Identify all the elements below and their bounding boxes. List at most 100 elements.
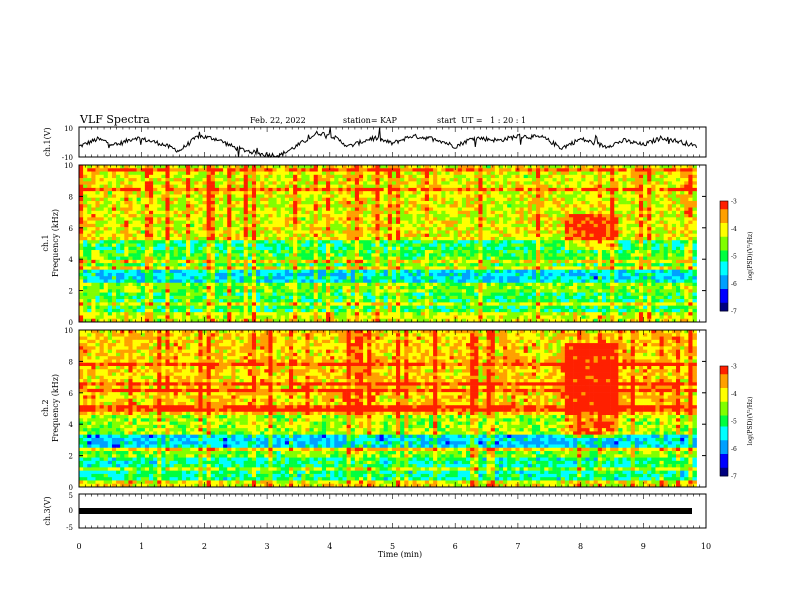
spectrogram-cell [618, 191, 623, 195]
spectrogram-cell [482, 200, 487, 205]
spectrogram-cell [218, 200, 224, 205]
spectrogram-cell [680, 227, 685, 231]
spectrogram-cell [577, 227, 582, 231]
spectrogram-cell [416, 236, 422, 241]
spectrogram-cell [256, 223, 261, 228]
spectrogram-cell [194, 253, 199, 257]
spectrogram-cell [214, 243, 220, 248]
spectrogram-cell [396, 204, 401, 208]
spectrogram-cell [515, 207, 520, 212]
spectrogram-cell [568, 243, 574, 248]
spectrogram-cell [400, 210, 405, 215]
spectrogram-cell [148, 259, 154, 264]
spectrogram-cell [202, 168, 207, 172]
spectrogram-cell [424, 217, 430, 221]
spectrogram-cell [544, 191, 549, 195]
spectrogram-cell [136, 210, 142, 215]
spectrogram-cell [280, 191, 286, 195]
spectrogram-cell [140, 191, 146, 195]
spectrogram-cell [206, 184, 212, 189]
spectrogram-cell [317, 174, 323, 179]
spectrogram-cell [597, 230, 603, 234]
spectrogram-cell [231, 197, 236, 202]
spectrogram-cell [540, 227, 545, 231]
spectrogram-cell [206, 266, 212, 270]
spectrogram-cell [560, 181, 566, 185]
spectrogram-cell [338, 253, 343, 257]
spectrogram-cell [503, 191, 508, 195]
spectrogram-cell [140, 246, 146, 251]
spectrogram-cell [626, 174, 632, 179]
spectrogram-cell [490, 253, 496, 257]
spectrogram-cell [667, 171, 673, 176]
spectrogram-cell [91, 259, 96, 264]
spectrogram-cell [453, 233, 459, 238]
spectrogram-cell [202, 187, 207, 192]
spectrogram-cell [391, 210, 397, 215]
spectrogram-cell [457, 191, 463, 195]
spectrogram-cell [622, 178, 627, 182]
spectrogram-cell [288, 233, 294, 238]
spectrogram-cell [165, 210, 170, 215]
spectrogram-cell [309, 165, 314, 169]
spectrogram-cell [186, 223, 191, 228]
spectrogram-cell [544, 197, 549, 202]
spectrogram-cell [99, 178, 105, 182]
spectrogram-cell [338, 214, 343, 218]
spectrogram-cell [272, 266, 277, 270]
spectrogram-cell [659, 263, 664, 267]
spectrogram-cell [556, 253, 562, 257]
spectrogram-cell [396, 246, 401, 251]
spectrogram-cell [577, 246, 582, 251]
spectrogram-cell [218, 178, 224, 182]
spectrogram-cell [643, 230, 648, 234]
spectrogram-cell [214, 174, 220, 179]
spectrogram-cell [544, 253, 549, 257]
spectrogram-cell [643, 259, 648, 264]
spectrogram-cell [99, 236, 105, 241]
spectrogram-cell [618, 165, 623, 169]
spectrogram-cell [441, 197, 446, 202]
spectrogram-cell [601, 184, 607, 189]
spectrogram-cell [268, 214, 273, 218]
spectrogram-cell [523, 197, 529, 202]
spectrogram-cell [610, 168, 615, 172]
spectrogram-cell [655, 233, 660, 238]
spectrogram-cell [564, 227, 570, 231]
spectrogram-cell [515, 250, 520, 254]
spectrogram-cell [144, 191, 150, 195]
spectrogram-cell [198, 204, 203, 208]
spectrogram-cell [437, 200, 442, 205]
spectrogram-cell [630, 184, 636, 189]
spectrogram-cell [181, 194, 187, 199]
spectrogram-cell [671, 200, 677, 205]
spectrogram-cell [235, 168, 240, 172]
spectrogram-cell [107, 227, 113, 231]
spectrogram-cell [387, 223, 393, 228]
spectrogram-cell [218, 246, 224, 251]
spectrogram-cell [667, 256, 673, 261]
spectrogram-cell [120, 165, 125, 169]
spectrogram-cell [515, 263, 520, 267]
spectrogram-cell [597, 233, 603, 238]
spectrogram-cell [614, 227, 619, 231]
spectrogram-cell [564, 266, 570, 270]
spectrogram-cell [177, 266, 183, 270]
spectrogram-cell [120, 204, 125, 208]
spectrogram-cell [214, 223, 220, 228]
spectrogram-cell [116, 223, 121, 228]
spectrogram-cell [478, 263, 483, 267]
spectrogram-cell [268, 250, 273, 254]
spectrogram-cell [239, 168, 244, 172]
spectrogram-cell [593, 200, 599, 205]
spectrogram-cell [523, 243, 529, 248]
spectrogram-cell [638, 200, 644, 205]
spectrogram-cell [165, 178, 170, 182]
spectrogram-cell [111, 194, 117, 199]
spectrogram-cell [437, 250, 442, 254]
spectrogram-cell [301, 256, 306, 261]
spectrogram-cell [548, 204, 553, 208]
spectrogram-cell [157, 253, 162, 257]
spectrogram-cell [284, 210, 290, 215]
spectrogram-cell [503, 207, 508, 212]
